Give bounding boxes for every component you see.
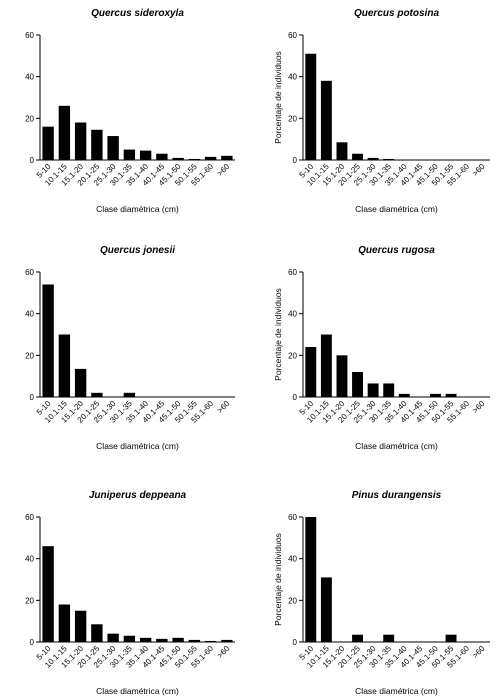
bar [107, 136, 119, 160]
y-axis-label: Porcentaje de individuos [273, 533, 283, 626]
bar [156, 153, 168, 160]
x-tick-label: >60 [471, 162, 487, 178]
x-tick-label: >60 [215, 162, 231, 178]
bar [91, 624, 103, 642]
y-tick-label: 0 [30, 156, 35, 165]
x-axis-label: Clase diamétrica (cm) [96, 686, 179, 696]
bar [383, 634, 395, 642]
y-tick-label: 40 [25, 555, 34, 564]
y-tick-label: 60 [25, 31, 34, 40]
bar [430, 393, 441, 397]
bar [305, 517, 317, 642]
bar [91, 129, 103, 160]
bar [445, 393, 457, 397]
bar [305, 347, 317, 397]
bar [352, 634, 363, 642]
y-tick-label: 40 [25, 73, 34, 82]
bar [221, 639, 233, 642]
y-axis-label: Porcentaje de individuos [273, 51, 283, 144]
bar [336, 355, 348, 397]
y-tick-label: 60 [25, 513, 34, 522]
y-tick-label: 20 [288, 114, 297, 123]
bar [172, 637, 184, 642]
bar [74, 610, 87, 642]
bar [204, 640, 217, 642]
chart-title: Juniperus deppeana [89, 490, 187, 501]
chart-title: Quercus sideroxyla [91, 8, 184, 19]
bar [383, 383, 395, 397]
y-tick-label: 60 [288, 513, 297, 522]
bar [367, 383, 379, 397]
bar [42, 284, 54, 397]
x-tick-label: >60 [471, 644, 487, 660]
bar [445, 634, 457, 642]
y-tick-label: 20 [288, 596, 297, 605]
y-tick-label: 0 [30, 393, 35, 402]
bar [305, 53, 317, 160]
bar [58, 105, 71, 160]
bar [221, 155, 233, 160]
x-axis-label: Clase diamétrica (cm) [355, 686, 438, 696]
y-tick-label: 40 [288, 310, 297, 319]
bar [42, 546, 54, 642]
chart-title: Quercus potosina [354, 8, 439, 19]
x-tick-label: >60 [215, 644, 231, 660]
y-tick-label: 20 [25, 351, 34, 360]
bar [139, 637, 152, 642]
bar [188, 158, 201, 160]
bar [91, 392, 103, 397]
bar [352, 153, 363, 160]
bar [139, 150, 152, 160]
bar [320, 577, 332, 642]
bar [123, 392, 136, 397]
bar [107, 633, 119, 642]
y-axis-label: Porcentaje de individuos [273, 288, 283, 381]
bar [74, 122, 87, 160]
bar [156, 638, 168, 642]
x-axis-label: Clase diamétrica (cm) [96, 441, 179, 451]
y-tick-label: 20 [25, 596, 34, 605]
y-tick-label: 20 [288, 351, 297, 360]
y-tick-label: 60 [288, 31, 297, 40]
chart-title: Quercus jonesii [100, 245, 175, 256]
y-tick-label: 40 [288, 555, 297, 564]
bar [383, 158, 395, 160]
x-axis-label: Clase diamétrica (cm) [355, 204, 438, 214]
bar [58, 334, 71, 397]
y-tick-label: 0 [293, 156, 298, 165]
bar [204, 156, 217, 160]
y-tick-label: 40 [288, 73, 297, 82]
y-tick-label: 20 [25, 114, 34, 123]
y-tick-label: 0 [293, 393, 298, 402]
y-tick-label: 60 [288, 268, 297, 277]
x-axis-label: Clase diamétrica (cm) [355, 441, 438, 451]
bar [336, 142, 348, 160]
bar [367, 157, 379, 160]
x-axis-label: Clase diamétrica (cm) [96, 204, 179, 214]
x-tick-label: >60 [215, 399, 231, 415]
bar [320, 334, 332, 397]
y-tick-label: 0 [293, 638, 298, 647]
y-tick-label: 60 [25, 268, 34, 277]
y-tick-label: 40 [25, 310, 34, 319]
bar [398, 393, 410, 397]
bar [74, 368, 87, 397]
bar [42, 126, 54, 160]
chart-title: Quercus rugosa [358, 245, 435, 256]
bar [188, 639, 201, 642]
x-tick-label: >60 [471, 399, 487, 415]
bar [58, 604, 71, 642]
bar [123, 149, 136, 160]
chart-title: Pinus durangensis [352, 490, 442, 501]
bar [172, 157, 184, 160]
bar [320, 80, 332, 160]
bar [123, 635, 136, 642]
bar [352, 372, 363, 397]
y-tick-label: 0 [30, 638, 35, 647]
